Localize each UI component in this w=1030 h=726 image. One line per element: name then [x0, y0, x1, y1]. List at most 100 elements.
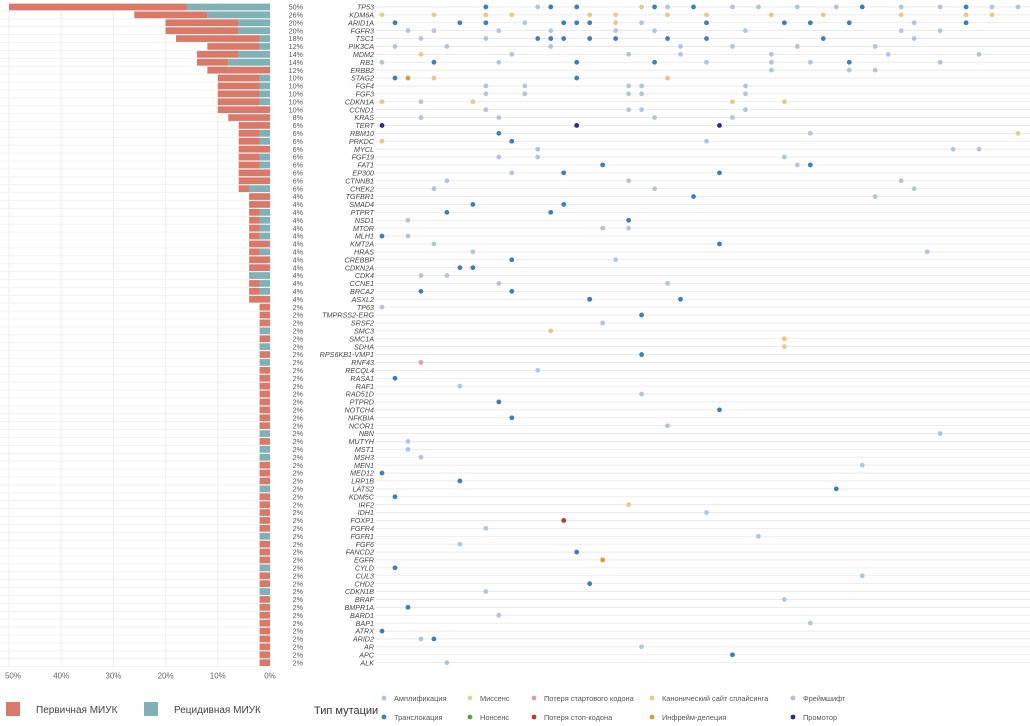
mutation-dot	[522, 91, 528, 97]
mutation-dot	[587, 20, 593, 26]
mutation-dot	[561, 170, 567, 176]
bar-primary	[249, 288, 260, 295]
mutation-dot	[794, 162, 800, 168]
gene-percent-label: 2%	[293, 398, 304, 407]
mutation-dot	[561, 36, 567, 41]
gene-name-label: PIK3CA	[348, 42, 374, 51]
legend-dot	[467, 714, 473, 720]
legend-label: Амплификация	[394, 694, 447, 703]
mutation-dot	[807, 620, 813, 626]
gene-name-label: NCOR1	[349, 421, 374, 430]
gene-percent-label: 2%	[293, 524, 304, 533]
mutation-dot	[431, 59, 437, 65]
gene-percent-label: 2%	[293, 603, 304, 612]
mutation-dot	[639, 4, 644, 10]
gene-percent-label: 2%	[293, 374, 304, 383]
bar-primary	[238, 161, 260, 169]
gene-name-label: BRAF	[355, 595, 375, 604]
mutation-dot	[379, 12, 385, 18]
mutation-dot	[794, 44, 800, 49]
gene-name-label: NFKBIA	[348, 413, 374, 422]
gene-name-label: TP53	[357, 3, 374, 12]
bar-chart	[9, 3, 270, 666]
mutation-dot	[846, 67, 852, 73]
bar-recurrent	[259, 564, 270, 572]
legend-label: Миссенс	[480, 694, 510, 703]
bar-primary	[259, 611, 270, 619]
gene-percent-label: 2%	[293, 303, 304, 312]
oncoprint-rows	[376, 6, 1030, 664]
mutation-dot	[483, 107, 489, 113]
mutation-dot	[781, 20, 787, 26]
mutation-dot	[561, 518, 567, 523]
bar-primary	[259, 303, 270, 311]
legend-swatch	[144, 702, 158, 716]
gene-percent-label: 2%	[293, 587, 304, 596]
mutation-dot	[717, 170, 722, 176]
gene-percent-label: 4%	[293, 295, 304, 304]
mutation-dot	[937, 431, 943, 436]
gene-percent-label: 10%	[289, 89, 304, 98]
mutation-dot	[717, 241, 722, 247]
gene-name-label: CDK4	[355, 271, 374, 280]
mutation-dot	[496, 59, 502, 65]
legend-swatch	[6, 702, 20, 716]
bar-primary	[165, 27, 239, 34]
mutation-dot	[496, 399, 502, 405]
gene-name-label: MDM2	[353, 50, 374, 59]
gene-percent-label: 4%	[293, 200, 304, 209]
mutation-dot	[639, 91, 644, 97]
bar-primary	[249, 224, 260, 232]
mutation-dot	[859, 4, 865, 10]
mutation-dot	[392, 44, 398, 49]
mutation-dot	[613, 20, 619, 26]
mutation-dot	[937, 28, 943, 34]
mutation-dot	[574, 20, 580, 26]
mutation-dot	[704, 138, 709, 144]
mutation-dot	[379, 59, 385, 65]
gene-name-label: NBN	[359, 429, 375, 438]
mutation-dot	[626, 217, 632, 223]
mutation-dot	[561, 202, 567, 207]
bar-primary	[176, 35, 260, 42]
bar-primary	[9, 3, 187, 11]
mutation-dot	[496, 154, 502, 160]
mutation-dot	[626, 51, 632, 57]
bar-tick-label: 0%	[264, 672, 276, 681]
mutation-dot	[457, 20, 463, 26]
bar-primary	[259, 501, 270, 508]
mutation-dot	[924, 249, 930, 255]
gene-name-label: RASA1	[350, 374, 374, 383]
bar-recurrent	[259, 130, 270, 137]
mutation-dot	[639, 83, 644, 89]
gene-name-label: RAD51D	[346, 390, 374, 399]
gene-percent-label: 4%	[293, 247, 304, 256]
gene-percent-label: 2%	[293, 658, 304, 667]
bar-recurrent	[259, 224, 270, 232]
mutation-dot	[600, 225, 606, 231]
gene-name-label: RNF43	[351, 358, 374, 367]
mutation-dot	[665, 36, 670, 41]
mutation-dot	[781, 336, 787, 342]
gene-percent-label: 2%	[293, 571, 304, 580]
percent-labels: 50%26%20%20%18%12%14%14%12%10%10%10%10%1…	[289, 3, 304, 668]
mutation-dot	[859, 573, 865, 579]
gene-percent-label: 10%	[289, 105, 304, 114]
mutation-dot	[509, 12, 515, 18]
bar-primary	[259, 659, 270, 666]
gene-name-label: FAT1	[357, 161, 374, 170]
gene-name-label: SMAD4	[349, 200, 374, 209]
bar-primary	[238, 145, 270, 153]
gene-percent-label: 2%	[293, 319, 304, 328]
bar-tick-label: 30%	[105, 672, 121, 681]
mutation-dot	[483, 20, 489, 26]
gene-name-label: FGF4	[356, 82, 374, 91]
bar-recurrent	[186, 3, 270, 11]
mutation-dot	[717, 407, 722, 413]
bar-primary	[238, 169, 270, 177]
legend-dot	[381, 714, 387, 720]
bar-primary	[259, 374, 270, 382]
gene-name-label: KDM6A	[349, 10, 374, 19]
bar-primary	[249, 216, 260, 224]
legend-dot	[790, 695, 796, 701]
